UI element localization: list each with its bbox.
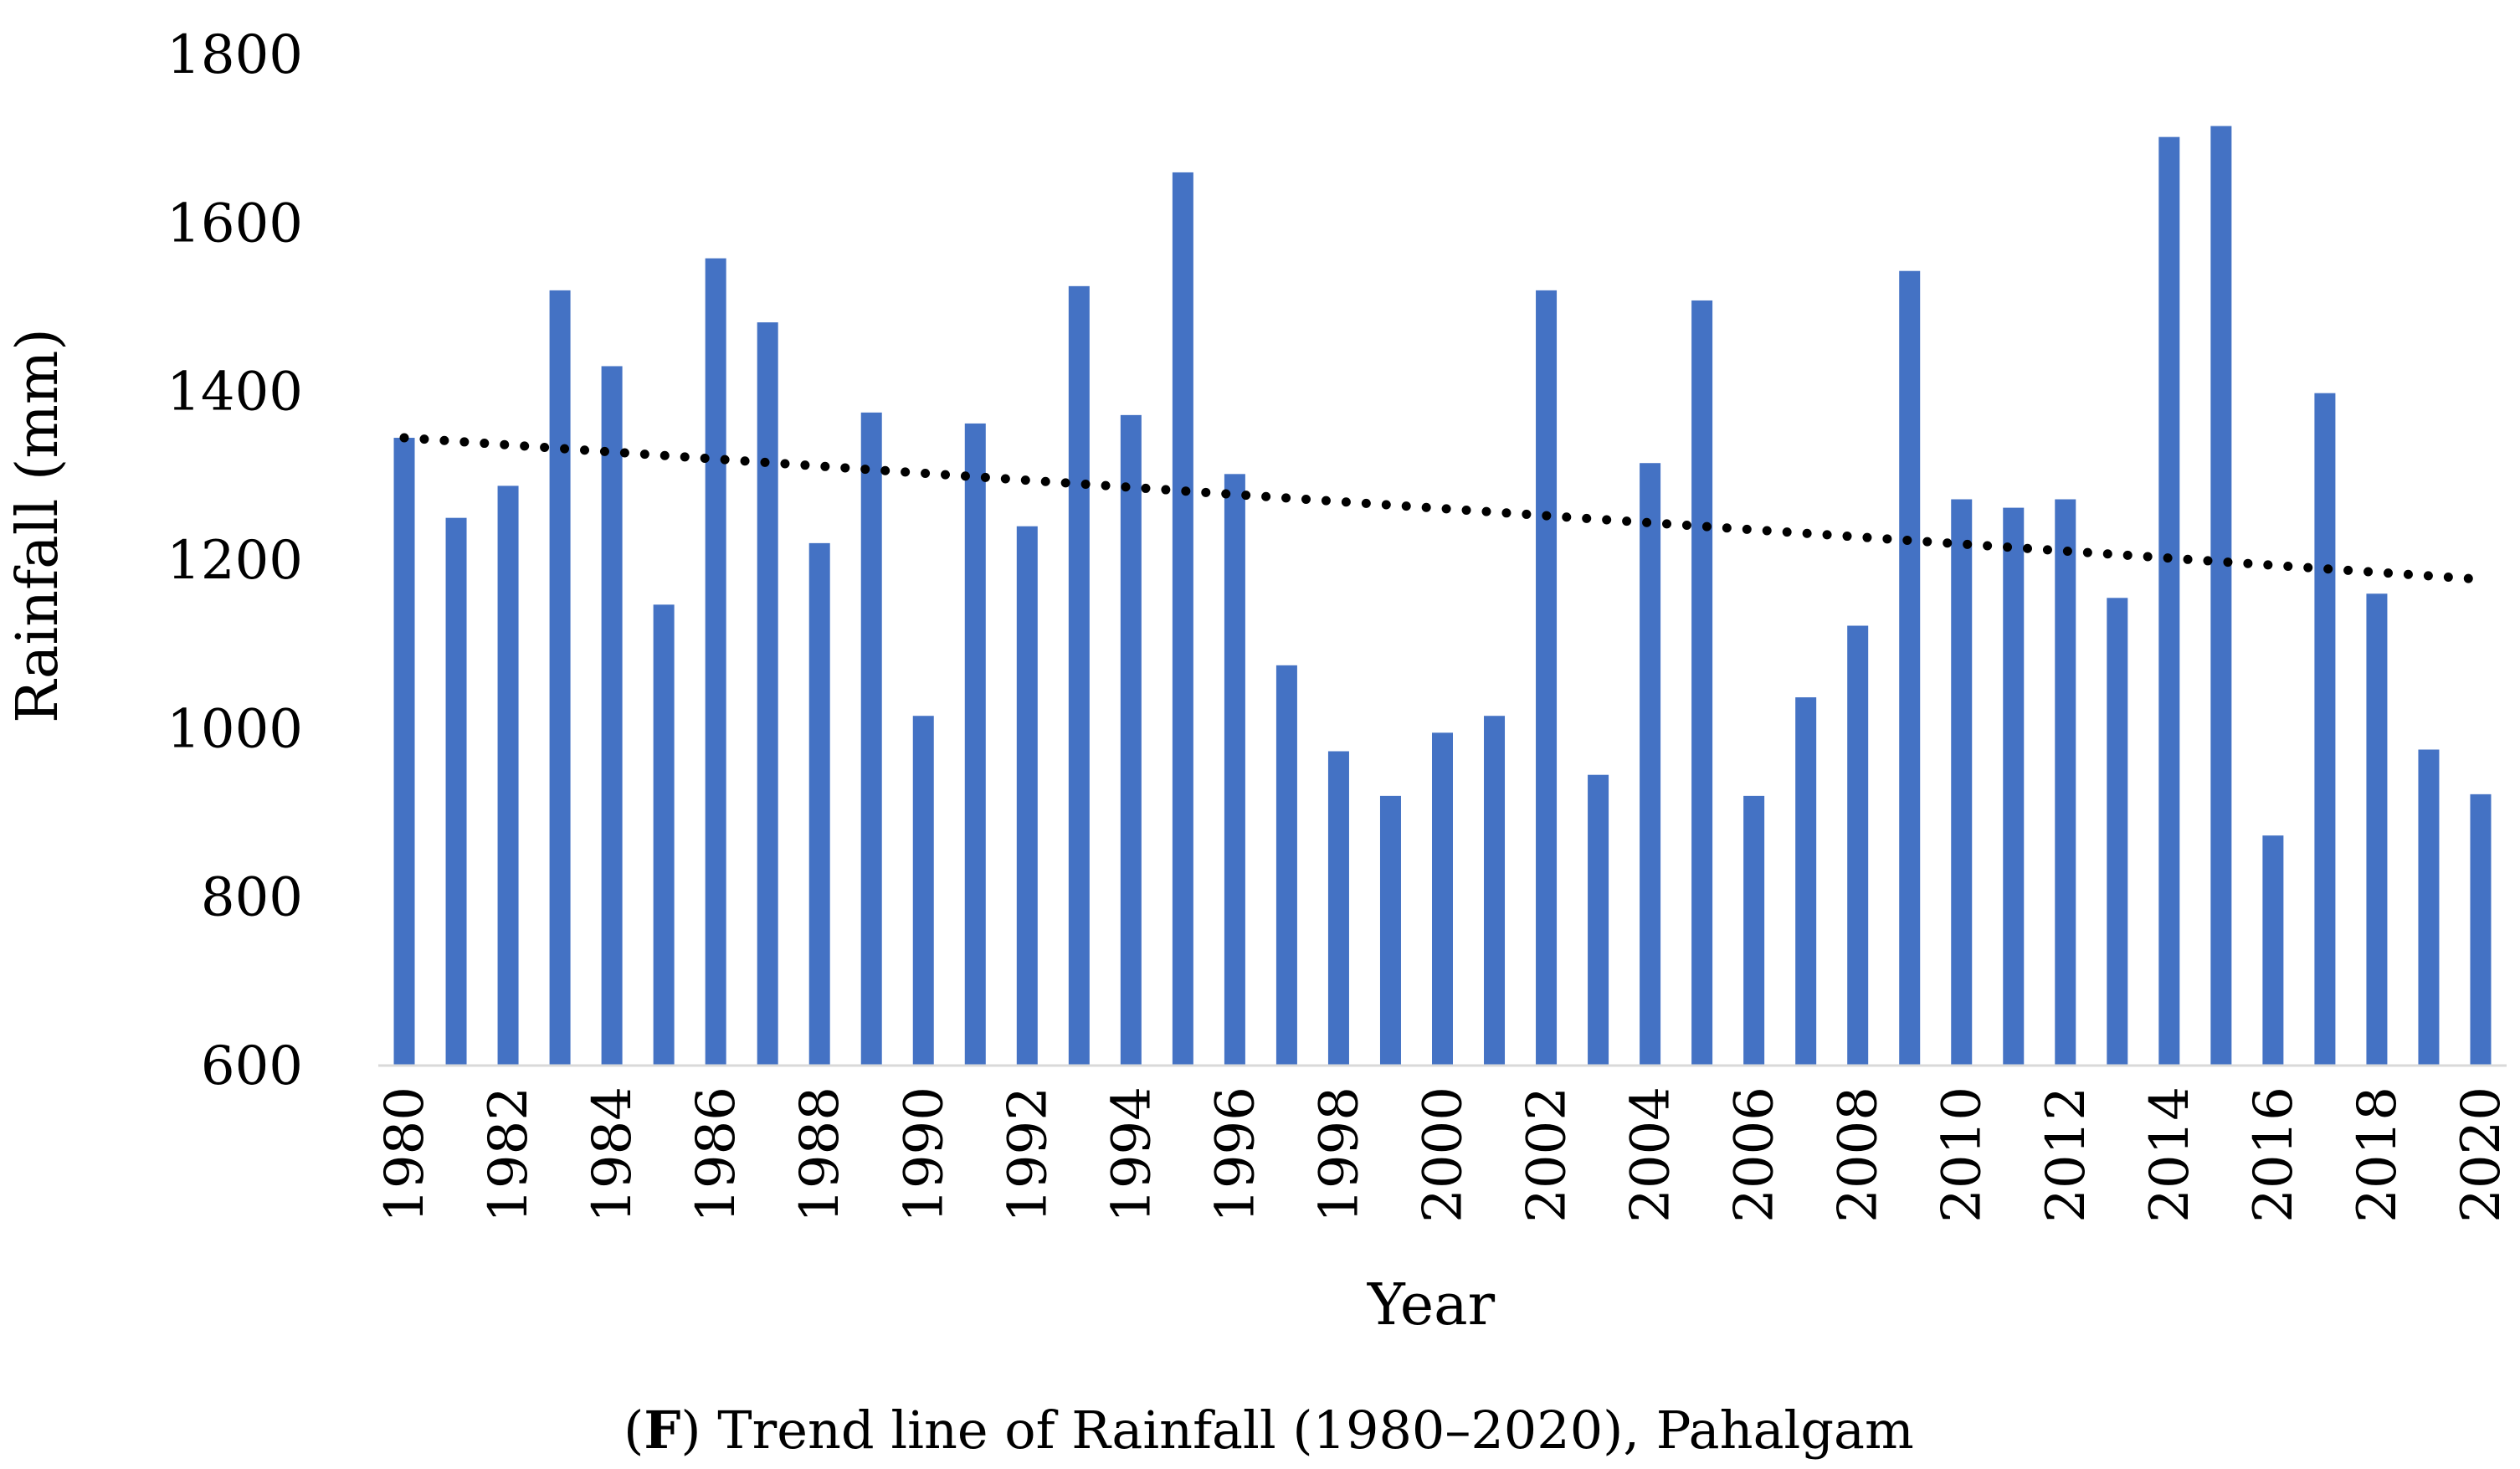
x-tick-label: 1980 [374,1086,436,1223]
y-tick-label: 1600 [167,193,303,254]
bar-1985 [653,604,675,1066]
bar-2017 [2314,393,2336,1066]
bar-1996 [1224,474,1245,1066]
x-tick-label: 2010 [1932,1086,1994,1223]
x-tick-label: 2014 [2139,1086,2201,1223]
bar-2020 [2470,794,2492,1066]
bar-1995 [1172,172,1193,1066]
bar-2009 [1899,270,1921,1066]
x-tick-label: 1998 [1308,1086,1370,1223]
bar-2000 [1432,732,1453,1066]
y-axis-title: Rainfall (mm) [5,328,71,723]
bar-1983 [549,290,571,1066]
x-tick-label: 1986 [685,1086,747,1223]
x-tick-label: 1994 [1101,1086,1162,1223]
bar-2019 [2418,749,2440,1066]
x-tick-label: 1992 [997,1086,1059,1223]
figure-caption: (F) Trend line of Rainfall (1980–2020), … [624,1400,1914,1461]
bar-2011 [2003,507,2025,1066]
caption-open: ( [624,1400,644,1461]
y-tick-label: 1800 [167,24,303,86]
x-tick-label: 2020 [2451,1086,2512,1223]
x-tick-label: 2012 [2035,1086,2097,1223]
x-axis-title: Year [1367,1272,1496,1338]
bar-1994 [1120,414,1142,1066]
bar-2015 [2210,126,2232,1066]
bar-1993 [1068,285,1090,1066]
x-tick-label: 2008 [1828,1086,1890,1223]
x-tick-label: 1988 [789,1086,851,1223]
x-tick-label: 2002 [1517,1086,1578,1223]
x-tick-label: 2006 [1724,1086,1786,1223]
bar-1999 [1379,795,1401,1066]
bar-2001 [1484,716,1506,1066]
bar-2005 [1691,300,1713,1066]
x-tick-label: 2000 [1413,1086,1475,1223]
y-tick-label: 1000 [167,698,303,760]
y-tick-label: 1200 [167,530,303,592]
caption-rest: ) Trend line of Rainfall (1980–2020), Pa… [680,1400,1913,1461]
bar-2008 [1847,625,1869,1066]
x-tick-label: 1984 [582,1086,644,1223]
bar-1982 [497,485,519,1066]
x-tick-label: 2004 [1620,1086,1682,1223]
x-axis-ticks: 1980 1982 1984 1986 1988 1990 1992 1994 1996 1998… [374,1086,2512,1223]
bars [393,126,2492,1066]
bar-1991 [964,423,986,1066]
bar-1984 [601,366,623,1066]
bar-2012 [2055,499,2076,1066]
x-tick-label: 1996 [1204,1086,1266,1223]
bar-1992 [1016,526,1038,1066]
bar-2006 [1743,795,1765,1066]
x-tick-label: 1990 [893,1086,955,1223]
x-tick-label: 1982 [478,1086,540,1223]
y-tick-label: 800 [201,867,303,929]
bar-1987 [757,322,778,1066]
caption-label: F [644,1400,680,1461]
bar-2010 [1951,499,1973,1066]
bar-1986 [705,258,726,1066]
trendline [399,433,2486,584]
bar-2014 [2158,136,2180,1066]
bar-1990 [912,716,934,1066]
bar-2004 [1640,463,1661,1066]
bar-2016 [2262,835,2284,1066]
y-tick-label: 600 [201,1035,303,1097]
y-tick-label: 1400 [167,362,303,424]
bar-2018 [2366,593,2388,1066]
bar-1998 [1327,751,1349,1066]
bar-2013 [2107,598,2128,1066]
bar-2003 [1588,774,1609,1066]
bar-1981 [445,517,467,1066]
bar-1997 [1275,665,1297,1066]
bar-2007 [1795,697,1817,1066]
bar-1988 [808,542,830,1066]
x-tick-label: 2016 [2243,1086,2305,1223]
bar-1989 [860,412,882,1066]
y-axis-ticks: 600 800 1000 1200 1400 1600 1800 [167,24,303,1097]
bar-2002 [1536,290,1558,1066]
trendline-path [399,433,2486,584]
x-tick-label: 2018 [2347,1086,2409,1223]
bar-1980 [393,438,415,1066]
